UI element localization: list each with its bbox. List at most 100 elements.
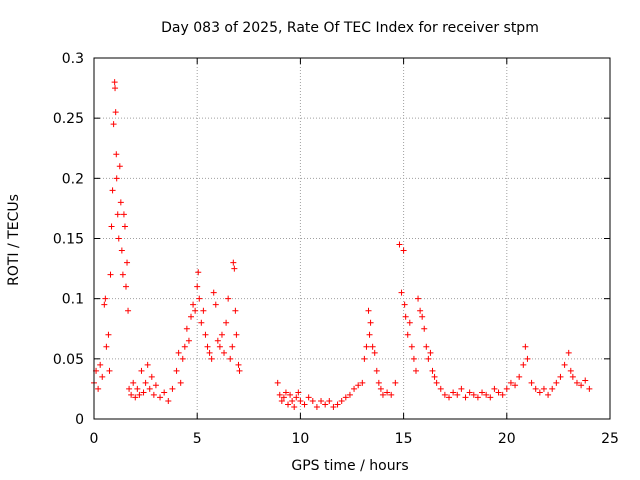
- data-point: [278, 397, 285, 404]
- data-point: [95, 385, 102, 392]
- data-point: [157, 394, 164, 401]
- data-point: [433, 379, 440, 386]
- data-point: [233, 331, 240, 338]
- data-point: [225, 295, 232, 302]
- data-point: [146, 385, 153, 392]
- data-point: [150, 391, 157, 398]
- data-point: [144, 361, 151, 368]
- data-point: [419, 313, 426, 320]
- data-point: [276, 391, 283, 398]
- data-point: [578, 382, 585, 389]
- data-point: [365, 307, 372, 314]
- data-point: [450, 389, 457, 396]
- data-point: [342, 394, 349, 401]
- data-point: [421, 325, 428, 332]
- data-point: [208, 355, 215, 362]
- data-point: [134, 385, 141, 392]
- data-point: [495, 389, 502, 396]
- data-point: [404, 331, 411, 338]
- data-point: [297, 397, 304, 404]
- data-point: [524, 355, 531, 362]
- data-point: [126, 385, 133, 392]
- data-point: [371, 349, 378, 356]
- data-point: [512, 382, 519, 389]
- data-point: [124, 259, 131, 266]
- data-point: [503, 385, 510, 392]
- data-point: [181, 343, 188, 350]
- y-tick-label: 0.25: [53, 111, 84, 127]
- data-point: [111, 79, 118, 86]
- data-point: [212, 301, 219, 308]
- x-tick-label: 25: [601, 431, 619, 447]
- data-point: [412, 367, 419, 374]
- data-point: [437, 385, 444, 392]
- data-point: [122, 283, 129, 290]
- data-point: [549, 385, 556, 392]
- data-point: [355, 382, 362, 389]
- y-tick-label: 0.1: [62, 292, 84, 308]
- data-point: [140, 389, 147, 396]
- data-point: [185, 337, 192, 344]
- data-point: [142, 379, 149, 386]
- data-point: [441, 391, 448, 398]
- data-point: [280, 394, 287, 401]
- data-point: [351, 385, 358, 392]
- x-axis-label: GPS time / hours: [291, 458, 408, 474]
- data-point: [236, 367, 243, 374]
- data-point: [169, 385, 176, 392]
- data-point: [282, 389, 289, 396]
- data-point: [388, 391, 395, 398]
- data-point: [346, 391, 353, 398]
- data-point: [408, 343, 415, 350]
- data-point: [119, 271, 126, 278]
- x-tick-label: 15: [395, 431, 413, 447]
- data-point: [195, 269, 202, 276]
- data-point: [301, 401, 308, 408]
- data-point: [218, 331, 225, 338]
- data-point: [130, 379, 137, 386]
- data-point: [216, 343, 223, 350]
- data-point: [516, 373, 523, 380]
- data-points: [91, 79, 593, 410]
- data-point: [415, 295, 422, 302]
- data-point: [375, 379, 382, 386]
- data-point: [105, 331, 112, 338]
- x-tick-label: 10: [291, 431, 309, 447]
- data-point: [108, 223, 115, 230]
- data-point: [128, 391, 135, 398]
- data-point: [398, 289, 405, 296]
- data-point: [313, 403, 320, 410]
- data-point: [152, 382, 159, 389]
- data-point: [114, 211, 121, 218]
- data-point: [528, 379, 535, 386]
- data-point: [470, 391, 477, 398]
- data-point: [206, 349, 213, 356]
- data-point: [369, 343, 376, 350]
- data-point: [561, 361, 568, 368]
- x-tick-label: 5: [193, 431, 202, 447]
- data-point: [113, 175, 120, 182]
- data-point: [173, 367, 180, 374]
- y-tick-label: 0.15: [53, 232, 84, 248]
- data-point: [221, 349, 228, 356]
- data-point: [109, 187, 116, 194]
- data-point: [120, 211, 127, 218]
- data-point: [462, 394, 469, 401]
- data-point: [165, 397, 172, 404]
- data-point: [429, 367, 436, 374]
- data-point: [190, 301, 197, 308]
- data-point: [232, 307, 239, 314]
- data-point: [532, 385, 539, 392]
- data-point: [423, 343, 430, 350]
- data-point: [318, 397, 325, 404]
- data-point: [491, 385, 498, 392]
- data-point: [106, 367, 113, 374]
- data-point: [425, 355, 432, 362]
- data-point: [291, 403, 298, 410]
- data-point: [116, 163, 123, 170]
- axis-ticks: [93, 57, 611, 420]
- data-point: [148, 373, 155, 380]
- data-point: [214, 337, 221, 344]
- data-point: [107, 271, 114, 278]
- data-point: [540, 385, 547, 392]
